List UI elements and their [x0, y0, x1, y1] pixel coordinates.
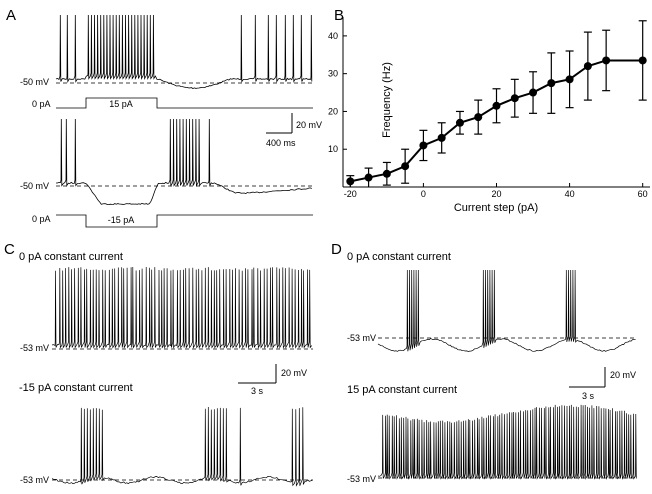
panel-d-scale-voltage-label: 20 mV	[610, 370, 636, 380]
panel-a-letter: A	[6, 7, 16, 24]
panel-c-bottom-baseline-label: -53 mV	[20, 475, 49, 485]
chart-y-tick-label: 30	[328, 69, 338, 79]
panel-d-top-voltage-trace	[377, 269, 636, 352]
panel-d: D 0 pA constant current -53 mV 20 mV 3 s…	[331, 241, 637, 484]
panel-a-scale-voltage-label: 20 mV	[296, 120, 322, 130]
panel-c-top-baseline-label: -53 mV	[20, 343, 49, 353]
chart-series-line	[350, 59, 643, 183]
panel-a-bottom-voltage-trace	[56, 118, 312, 205]
panel-b: B Frequency (Hz) Current step (pA) -20 0 2…	[328, 7, 650, 214]
chart-data-point	[583, 62, 592, 71]
chart-data-point	[638, 56, 647, 65]
panel-a-top-voltage-trace	[55, 14, 313, 89]
chart-y-axis-label: Frequency (Hz)	[381, 62, 393, 138]
panel-a-bottom-baseline-label: -50 mV	[20, 181, 49, 191]
panel-d-scale-time-label: 3 s	[582, 391, 595, 401]
panel-d-letter: D	[331, 241, 342, 258]
panel-a-top-baseline-label: -50 mV	[20, 77, 49, 87]
panel-a: A -50 mV 0 pA 15 pA 20 mV 400 ms -50 mV …	[6, 7, 322, 228]
chart-y-tick-label: 20	[328, 106, 338, 116]
chart-x-tick-label: 60	[638, 189, 648, 199]
chart-data-point	[455, 118, 464, 127]
chart-data-point	[437, 133, 446, 142]
chart-data-point	[364, 173, 373, 182]
chart-x-tick-label: -20	[344, 189, 357, 199]
panel-c-scale-voltage-label: 20 mV	[281, 368, 307, 378]
panel-d-bottom-baseline-label: -53 mV	[347, 474, 376, 484]
panel-b-letter: B	[334, 7, 344, 24]
panel-d-bottom-title: 15 pA constant current	[347, 384, 457, 396]
chart-y-tick-label: 10	[328, 144, 338, 154]
frequency-chart: -20 0 20 40 60 10 20 30 40	[328, 17, 650, 199]
panel-c: C 0 pA constant current -53 mV 20 mV 3 s…	[4, 241, 313, 487]
chart-x-tick-label: 40	[565, 189, 575, 199]
chart-x-axis-label: Current step (pA)	[454, 202, 538, 214]
chart-data-point	[547, 79, 556, 88]
panel-d-top-baseline-label: -53 mV	[347, 333, 376, 343]
panel-c-letter: C	[4, 241, 15, 258]
chart-data-point	[474, 113, 483, 122]
chart-data-point	[529, 88, 538, 97]
panel-c-scale-time-label: 3 s	[251, 386, 264, 396]
panel-a-bottom-cmd-step-label: -15 pA	[108, 215, 135, 225]
panel-c-top-voltage-trace	[51, 266, 312, 349]
chart-data-point	[419, 141, 428, 150]
chart-data-point	[492, 101, 501, 110]
panel-a-bottom-cmd-zero-label: 0 pA	[32, 214, 51, 224]
chart-x-tick-label: 0	[421, 189, 426, 199]
panel-d-bottom-voltage-trace	[377, 404, 637, 480]
chart-data-point	[401, 162, 410, 171]
chart-y-tick-label: 40	[328, 31, 338, 41]
panel-c-bottom-voltage-trace	[51, 406, 313, 487]
chart-data-point	[346, 177, 355, 186]
panel-c-top-title: 0 pA constant current	[19, 251, 123, 263]
panel-a-top-current-command	[56, 97, 313, 109]
panel-a-top-cmd-step-label: 15 pA	[109, 99, 133, 109]
panel-c-bottom-title: -15 pA constant current	[19, 382, 133, 394]
chart-data-point	[510, 94, 519, 103]
chart-data-point	[565, 75, 574, 84]
chart-data-point	[382, 169, 391, 178]
panel-d-top-title: 0 pA constant current	[347, 251, 451, 263]
chart-x-tick-label: 20	[491, 189, 501, 199]
panel-a-bottom-current-command	[56, 214, 313, 228]
chart-data-point	[602, 56, 611, 65]
panel-a-top-cmd-zero-label: 0 pA	[32, 99, 51, 109]
panel-a-scale-time-label: 400 ms	[266, 138, 296, 148]
